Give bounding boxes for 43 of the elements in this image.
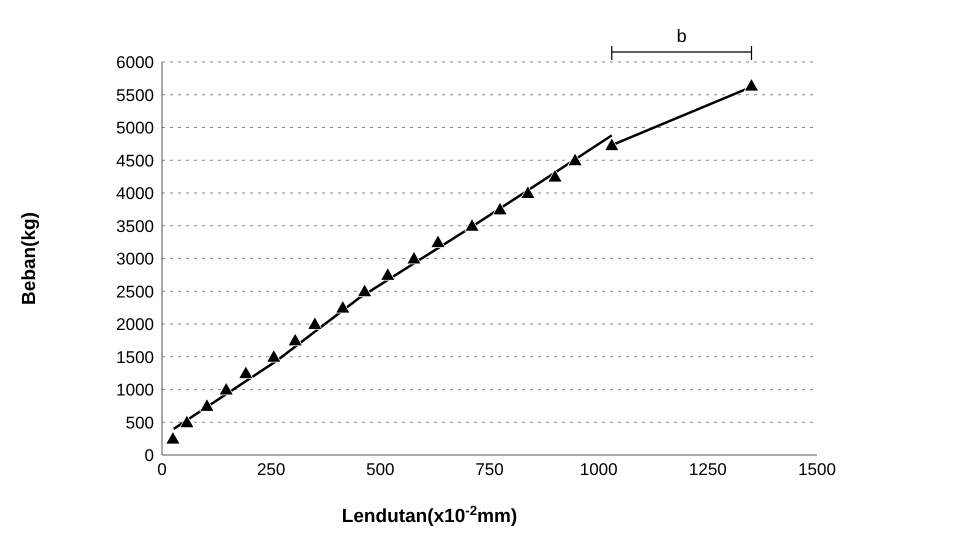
point bbox=[430, 234, 446, 248]
y-tick-label: 0 bbox=[144, 446, 154, 466]
point bbox=[568, 153, 582, 166]
x-tick-label: 0 bbox=[157, 460, 167, 480]
y-tick-label: 4000 bbox=[116, 184, 154, 204]
point bbox=[406, 251, 422, 264]
x-axis-title: Lendutan(x10$^{-2}$mm) bbox=[342, 502, 518, 527]
x-tick-label: 750 bbox=[475, 460, 504, 480]
point bbox=[166, 431, 180, 444]
y-axis-title: Beban(kg) bbox=[19, 212, 40, 305]
x-tick-label: 1500 bbox=[798, 460, 836, 480]
x-tick-label: 1000 bbox=[580, 460, 618, 480]
x-tick-label: 250 bbox=[256, 460, 286, 480]
point bbox=[218, 382, 234, 396]
x-tick-label: 500 bbox=[366, 460, 395, 480]
point bbox=[520, 186, 536, 199]
y-tick-label: 1000 bbox=[116, 380, 154, 400]
y-tick-label: 1500 bbox=[116, 348, 154, 367]
point bbox=[288, 333, 302, 346]
point bbox=[492, 202, 508, 216]
text: b bbox=[676, 26, 687, 46]
y-tick-label: 2000 bbox=[116, 315, 154, 334]
y-tick-label: 4500 bbox=[116, 151, 154, 170]
point bbox=[548, 169, 562, 182]
point bbox=[464, 218, 480, 232]
y-tick-label: 5000 bbox=[116, 118, 154, 138]
point bbox=[604, 138, 620, 151]
y-tick-label: 2500 bbox=[116, 282, 154, 302]
point bbox=[336, 300, 350, 314]
point bbox=[357, 284, 372, 297]
x-tick-label: 1250 bbox=[688, 460, 727, 480]
y-tick-label: 5500 bbox=[116, 86, 154, 105]
y-tick-label: 500 bbox=[126, 413, 154, 432]
point bbox=[744, 78, 759, 92]
point bbox=[200, 398, 214, 412]
point bbox=[238, 366, 254, 379]
point bbox=[380, 268, 396, 281]
point bbox=[266, 350, 282, 362]
y-tick-label: 3500 bbox=[116, 216, 154, 236]
y-tick-label: 3000 bbox=[116, 250, 154, 269]
y-tick-label: 6000 bbox=[116, 53, 154, 72]
point bbox=[180, 415, 194, 428]
point bbox=[308, 316, 322, 330]
